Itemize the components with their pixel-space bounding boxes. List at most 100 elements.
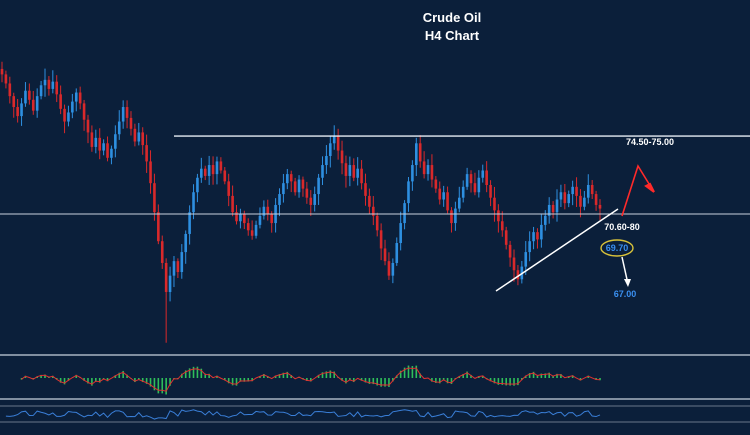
candle-body [473,183,477,193]
candle-body [176,261,180,273]
macd-signal-line [21,367,601,392]
candle-body [12,96,16,108]
candle-body [551,204,555,213]
candle-body [0,68,4,75]
candle-body [387,261,391,276]
candle-body [90,132,94,147]
candle-body [465,174,469,187]
candle-body [407,181,410,204]
candle-body [516,270,520,280]
candle-body [598,204,602,209]
candle-body [43,79,47,86]
downside-arrowhead [624,279,631,287]
candle-body [55,81,59,95]
candle-body [536,232,539,240]
candle-body [504,230,508,245]
candle-body [579,195,582,207]
candle-body [192,192,195,213]
candle-body [145,145,148,162]
candle-body [39,85,43,97]
candle-body [524,252,528,267]
candle-body [391,262,395,276]
candle-body [481,170,485,178]
candle-body [442,192,445,200]
candle-body [63,108,66,122]
candle-body [8,83,12,97]
candle-body [321,165,324,178]
candle-body [493,197,496,211]
candle-body [543,215,547,225]
candle-body [430,165,434,180]
candle-body [31,99,35,111]
candle-body [297,179,301,193]
candle-body [117,121,121,135]
candle-body [16,107,19,117]
candle-body [250,230,254,236]
candle-body [196,177,199,193]
candles-group [0,61,602,343]
candle-body [20,103,23,117]
candle-body [203,168,207,176]
candle-body [305,188,309,198]
candle-body [59,94,62,109]
candle-body [469,174,473,184]
candle-body [168,275,172,292]
candle-body [403,203,406,224]
candle-body [399,223,402,244]
candle-body [227,181,230,196]
candle-body [422,161,426,175]
rsi-line [5,409,601,420]
candle-body [348,165,352,176]
candle-body [583,197,586,207]
circled-level-label: 69.70 [606,243,629,253]
candle-body [368,195,371,207]
candle-body [332,136,336,144]
candle-body [446,192,449,211]
candle-body [262,206,266,216]
highlight-ellipse [600,239,634,257]
candle-body [571,186,574,195]
chart-title: Crude Oil [423,10,482,25]
candle-body [317,177,320,195]
candle-body [157,212,160,242]
candle-body [313,194,316,205]
candle-body [235,212,238,222]
candle-body [258,215,262,225]
candle-body [219,161,223,171]
candle-body [133,128,137,142]
candle-body [246,223,250,231]
candle-body [110,148,113,158]
candle-body [114,134,117,149]
candle-body [51,81,55,89]
candle-body [559,192,563,200]
resistance-label: 74.50-75.00 [626,137,674,147]
candle-body [4,74,8,84]
candle-body [372,206,375,216]
candle-body [121,107,125,122]
candle-body [286,174,289,184]
candle-body [282,183,285,195]
candle-body [301,179,305,189]
candle-body [360,168,363,184]
candle-body [102,143,105,151]
downside-target-label: 67.00 [614,289,637,299]
candle-body [239,214,242,222]
candle-body [438,188,442,200]
candle-body [223,170,227,182]
candle-body [74,92,78,102]
candle-body [379,230,383,249]
candle-body [188,212,191,234]
candle-body [278,194,281,205]
candle-body [540,224,543,240]
candle-body [289,174,293,182]
candle-body [489,185,492,198]
upside-arrowhead [644,182,655,193]
candle-body [547,204,551,216]
candle-body [454,208,457,224]
candle-body [508,244,512,258]
candle-body [485,170,488,185]
candle-body [243,214,246,224]
